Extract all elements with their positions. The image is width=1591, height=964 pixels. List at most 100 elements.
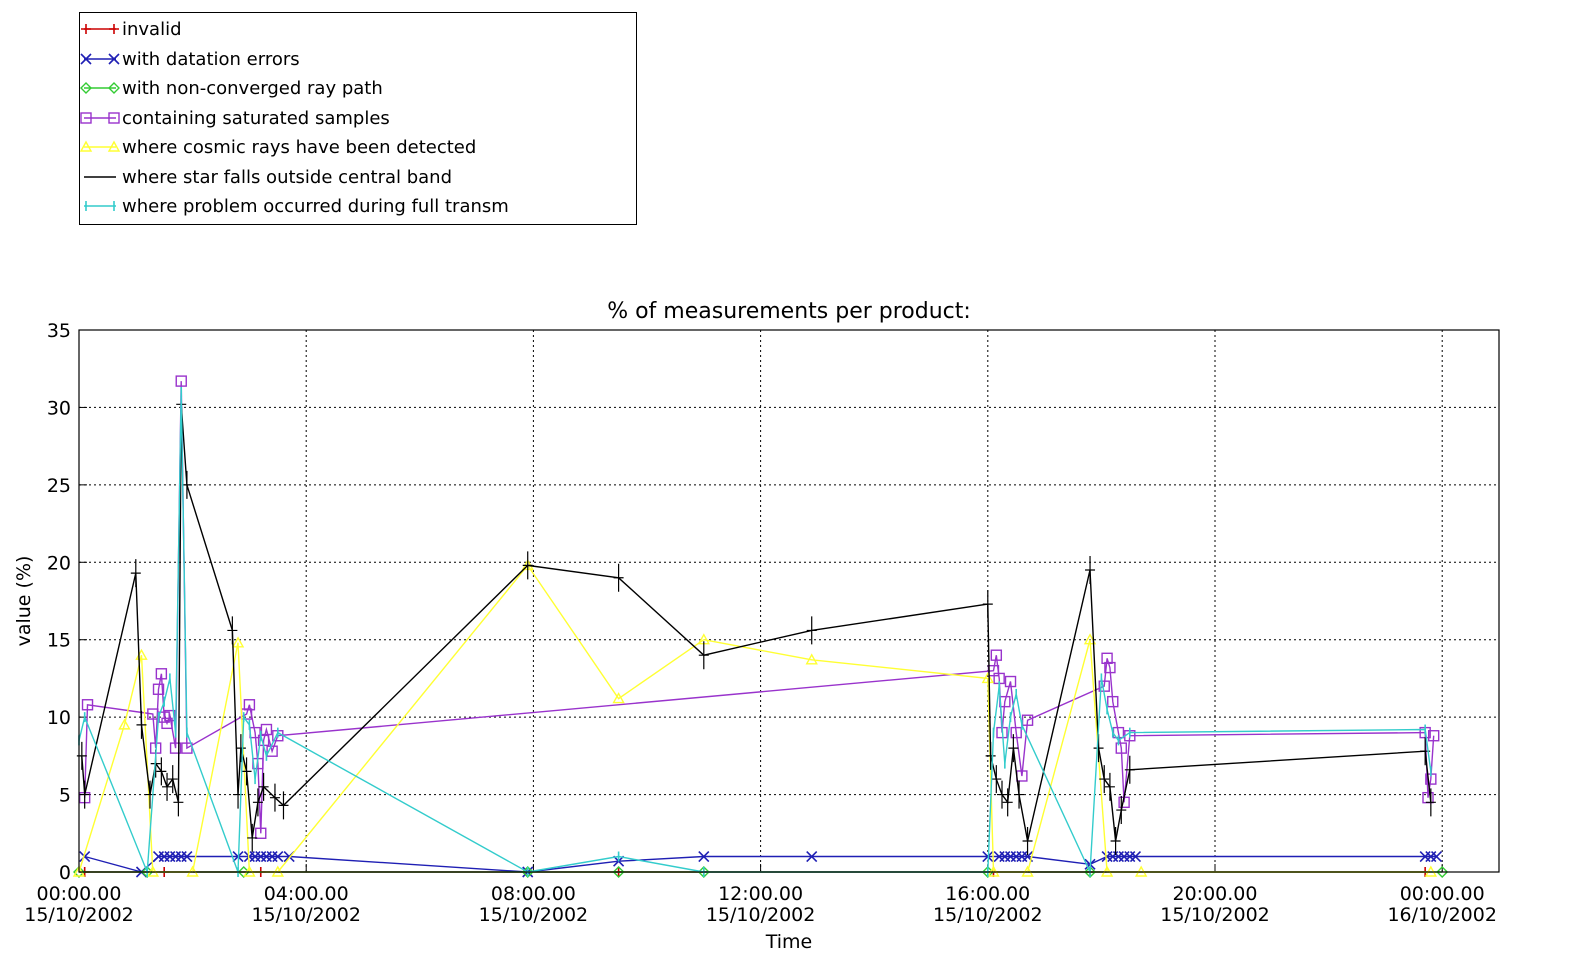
legend-item: with datation errors (80, 45, 636, 75)
legend-marker (80, 52, 92, 65)
data-point (1004, 675, 1017, 688)
data-point (806, 850, 818, 863)
data-point (997, 780, 1007, 809)
x-tick-label-date: 15/10/2002 (479, 904, 589, 926)
data-point (1425, 788, 1436, 817)
data-point (278, 791, 289, 820)
data-point (1099, 765, 1110, 794)
legend-label: with datation errors (122, 48, 300, 70)
data-point (181, 470, 192, 499)
data-point (255, 827, 267, 839)
data-point (1116, 796, 1127, 825)
x-tick-label-time: 12:00.00 (718, 883, 803, 905)
y-tick-label: 20 (47, 552, 71, 574)
legend-marker (108, 82, 120, 94)
legend-label: where star falls outside central band (122, 166, 453, 188)
data-point (1010, 726, 1022, 739)
legend-label: where problem occurred during full trans… (122, 196, 509, 217)
series-line (78, 391, 1432, 873)
data-point (235, 734, 246, 763)
x-tick-label-time: 08:00.00 (491, 883, 576, 905)
data-point (130, 559, 141, 588)
series-line (78, 564, 1431, 873)
data-point (1014, 780, 1025, 809)
x-tick-label-date: 15/10/2002 (1160, 904, 1270, 926)
data-point (169, 742, 182, 754)
legend-marker (108, 52, 120, 65)
data-point (985, 741, 996, 770)
legend-label: with non-converged ray path (122, 78, 383, 99)
x-axis-label: Time (765, 931, 813, 953)
legend-item: with non-converged ray path (80, 74, 636, 104)
data-point (155, 668, 168, 680)
data-point (522, 551, 533, 580)
data-point (1129, 850, 1142, 863)
data-point (1083, 633, 1097, 645)
legend-marker (80, 82, 92, 94)
data-point (1104, 661, 1116, 674)
data-point (252, 788, 263, 817)
y-tick-label: 5 (59, 785, 71, 807)
data-point (991, 765, 1002, 794)
data-point (1430, 850, 1443, 863)
legend-marker (107, 140, 121, 152)
data-point (79, 780, 90, 809)
series (78, 386, 1432, 877)
legend-label: containing saturated samples (122, 107, 390, 129)
x-tick-label-date: 15/10/2002 (251, 904, 361, 926)
legend-marker (80, 140, 93, 152)
y-tick-label: 30 (47, 397, 71, 419)
legend: invalid with datation errors with non-conv… (79, 12, 637, 225)
data-point (156, 757, 167, 786)
y-tick-label: 15 (47, 630, 71, 652)
data-point (136, 710, 147, 739)
plot-frame (78, 329, 1500, 873)
data-point (1115, 742, 1127, 754)
legend-item: where star falls outside central band (80, 163, 636, 193)
x-tick-label-time: 00:00.00 (1400, 883, 1485, 905)
y-axis-label: value (%) (13, 556, 35, 647)
series-line (84, 381, 1435, 834)
data-point (73, 866, 85, 878)
legend-swatch (80, 111, 120, 124)
data-point (1124, 755, 1135, 784)
data-point (1427, 730, 1440, 742)
legend-swatch (81, 24, 119, 34)
legend-marker (109, 24, 119, 34)
data-point (81, 699, 94, 711)
data-point (243, 699, 256, 711)
data-point (247, 823, 258, 852)
legend-swatch (84, 201, 116, 211)
data-point (1101, 652, 1113, 664)
legend-marker (81, 24, 91, 34)
legend-marker (80, 111, 92, 124)
data-point (982, 590, 993, 619)
x-tick-label-time: 16:00.00 (945, 883, 1030, 905)
data-point (79, 850, 91, 863)
data-point (258, 772, 269, 801)
chart-title: % of measurements per product: (607, 299, 971, 324)
series-line (81, 404, 1432, 842)
data-point (231, 636, 245, 648)
data-point (981, 671, 994, 684)
data-point (1002, 788, 1013, 817)
data-point (698, 850, 710, 863)
legend-item: containing saturated samples (80, 104, 636, 134)
series (72, 558, 1438, 877)
data-point (161, 717, 173, 730)
x-tick-label-time: 20:00.00 (1173, 883, 1258, 905)
data-point (1093, 734, 1104, 763)
x-tick-label-date: 15/10/2002 (706, 904, 816, 926)
data-point (167, 765, 178, 794)
data-point (698, 641, 709, 670)
x-tick-label-time: 00:00.00 (37, 883, 122, 905)
data-point (269, 783, 280, 812)
y-tick-label: 25 (47, 475, 71, 497)
data-point (162, 772, 173, 801)
legend-marker (108, 111, 120, 124)
y-tick-label: 35 (47, 320, 71, 342)
series (78, 375, 1440, 839)
data-point (241, 757, 252, 786)
x-tick-label-date: 16/10/2002 (1387, 904, 1497, 926)
